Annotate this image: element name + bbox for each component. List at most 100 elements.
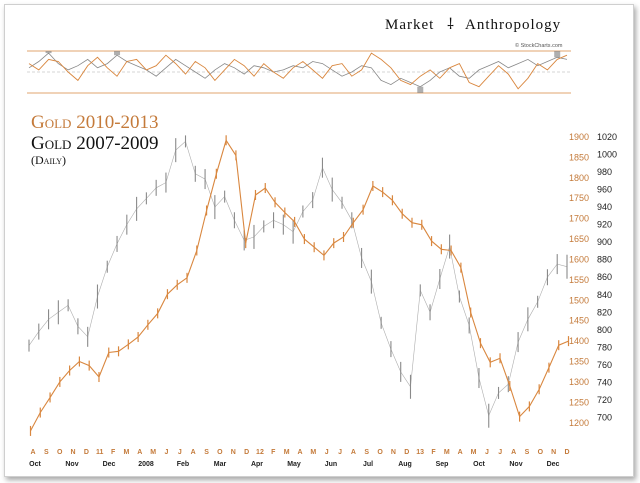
osc-line-2010-2013 bbox=[28, 52, 568, 90]
left-axis-tick: 1550 bbox=[569, 275, 589, 285]
right-axis-tick: 820 bbox=[597, 307, 612, 317]
title-gold-2010-2013: Gold 2010-2013 bbox=[31, 112, 159, 133]
right-axis-tick: 1020 bbox=[597, 132, 617, 142]
x-tick-2010-2013: A bbox=[191, 449, 196, 456]
x-tick-2010-2013: S bbox=[44, 449, 49, 456]
right-axis-tick: 1000 bbox=[597, 150, 617, 160]
x-tick-2007-2009: Jun bbox=[325, 461, 337, 468]
x-tick-2010-2013: 13 bbox=[416, 449, 424, 456]
right-axis-tick: 840 bbox=[597, 290, 612, 300]
x-tick-2010-2013: O bbox=[57, 449, 63, 456]
right-axis-tick: 800 bbox=[597, 325, 612, 335]
x-tick-2010-2013: D bbox=[84, 449, 89, 456]
x-tick-2010-2013: S bbox=[364, 449, 369, 456]
x-tick-2010-2013: 11 bbox=[96, 449, 104, 456]
x-tick-2010-2013: D bbox=[244, 449, 249, 456]
x-tick-2010-2013: A bbox=[351, 449, 356, 456]
chart-frame: Market ⸸ Anthropology © StockCharts.com … bbox=[4, 4, 634, 477]
x-tick-2010-2013: N bbox=[231, 449, 236, 456]
series-line-gold-2007-2009 bbox=[28, 140, 568, 417]
x-tick-2010-2013: F bbox=[111, 449, 116, 456]
x-tick-2007-2009: Feb bbox=[177, 461, 189, 468]
x-tick-2010-2013: M bbox=[471, 449, 477, 456]
right-axis-tick: 960 bbox=[597, 185, 612, 195]
series-line-gold-2010-2013 bbox=[30, 138, 569, 432]
osc-extreme-fill bbox=[417, 86, 424, 93]
left-axis-tick: 1200 bbox=[569, 418, 589, 428]
osc-extreme-fill bbox=[554, 51, 561, 58]
x-tick-2007-2009: Dec bbox=[103, 461, 116, 468]
x-tick-2010-2013: A bbox=[297, 449, 302, 456]
x-tick-2010-2013: M bbox=[284, 449, 290, 456]
x-tick-2010-2013: J bbox=[485, 449, 489, 456]
x-tick-2010-2013: J bbox=[325, 449, 329, 456]
left-axis-tick: 1800 bbox=[569, 173, 589, 183]
dna-icon: ⸸ bbox=[447, 17, 455, 33]
x-tick-2010-2013: D bbox=[404, 449, 409, 456]
x-tick-2010-2013: A bbox=[511, 449, 516, 456]
x-tick-2010-2013: N bbox=[391, 449, 396, 456]
left-axis-tick: 1450 bbox=[569, 316, 589, 326]
left-axis-tick: 1250 bbox=[569, 397, 589, 407]
right-axis-tick: 940 bbox=[597, 202, 612, 212]
chart-subtitle: (Daily) bbox=[31, 153, 66, 167]
x-tick-2010-2013: O bbox=[377, 449, 383, 456]
x-tick-2010-2013: F bbox=[271, 449, 276, 456]
title-gold-2007-2009: Gold 2007-2009 bbox=[31, 133, 159, 154]
x-tick-2010-2013: S bbox=[204, 449, 209, 456]
right-axis-tick: 980 bbox=[597, 167, 612, 177]
left-axis-tick: 1900 bbox=[569, 132, 589, 142]
x-tick-2007-2009: Nov bbox=[65, 461, 78, 468]
x-axis: A S O N D 11 F M A M J J A S O N D 12 F M A M J J A S O N D 13 F M A M J J A… bbox=[29, 449, 569, 468]
x-tick-2007-2009: Oct bbox=[473, 461, 485, 468]
left-axis-tick: 1350 bbox=[569, 357, 589, 367]
x-tick-2010-2013: M bbox=[124, 449, 130, 456]
right-axis-tick: 880 bbox=[597, 255, 612, 265]
x-tick-2010-2013: M bbox=[310, 449, 316, 456]
osc-extreme-fill bbox=[114, 51, 121, 56]
left-axis-gold: 1200 1250 1300 1350 1400 1450 1500 1550 1600 1650… bbox=[569, 132, 589, 428]
x-tick-2007-2009: Mar bbox=[214, 461, 227, 468]
chart-canvas: Market ⸸ Anthropology © StockCharts.com … bbox=[27, 17, 617, 468]
x-tick-2010-2013: F bbox=[431, 449, 436, 456]
right-axis-tick: 780 bbox=[597, 342, 612, 352]
x-tick-2010-2013: N bbox=[71, 449, 76, 456]
x-tick-2010-2013: A bbox=[458, 449, 463, 456]
left-axis-tick: 1700 bbox=[569, 214, 589, 224]
stockcharts-credit: © StockCharts.com bbox=[515, 42, 563, 49]
left-axis-tick: 1500 bbox=[569, 295, 589, 305]
x-tick-2010-2013: J bbox=[165, 449, 169, 456]
left-axis-tick: 1850 bbox=[569, 152, 589, 162]
main-plot bbox=[28, 135, 570, 436]
right-axis-tick: 920 bbox=[597, 220, 612, 230]
right-axis-tick: 860 bbox=[597, 272, 612, 282]
x-tick-2010-2013: 12 bbox=[256, 449, 264, 456]
x-tick-2010-2013: M bbox=[444, 449, 450, 456]
x-tick-2007-2009: 2008 bbox=[138, 461, 154, 468]
right-axis-tick: 740 bbox=[597, 377, 612, 387]
osc-extreme-fill bbox=[45, 51, 52, 54]
brand-left: Market bbox=[385, 17, 434, 33]
left-axis-tick: 1650 bbox=[569, 234, 589, 244]
left-axis-tick: 1400 bbox=[569, 336, 589, 346]
x-tick-2010-2013: J bbox=[178, 449, 182, 456]
x-tick-2010-2013: O bbox=[538, 449, 544, 456]
x-tick-2007-2009: Apr bbox=[251, 461, 263, 468]
x-tick-2010-2013: S bbox=[525, 449, 530, 456]
x-tick-2007-2009: Dec bbox=[547, 461, 560, 468]
left-axis-tick: 1600 bbox=[569, 254, 589, 264]
right-axis-tick: 760 bbox=[597, 360, 612, 370]
x-tick-2010-2013: N bbox=[551, 449, 556, 456]
right-axis-tick: 900 bbox=[597, 237, 612, 247]
right-axis-tick: 700 bbox=[597, 412, 612, 422]
x-tick-2010-2013: J bbox=[498, 449, 502, 456]
x-tick-2010-2013: A bbox=[137, 449, 142, 456]
left-axis-tick: 1750 bbox=[569, 193, 589, 203]
x-tick-2010-2013: A bbox=[30, 449, 35, 456]
x-tick-2007-2009: May bbox=[287, 461, 301, 468]
x-tick-2007-2009: Aug bbox=[398, 461, 412, 468]
x-tick-2007-2009: Nov bbox=[509, 461, 522, 468]
x-tick-2007-2009: Sep bbox=[436, 461, 449, 468]
brand-right: Anthropology bbox=[465, 17, 561, 33]
oscillator-panel bbox=[27, 50, 571, 94]
